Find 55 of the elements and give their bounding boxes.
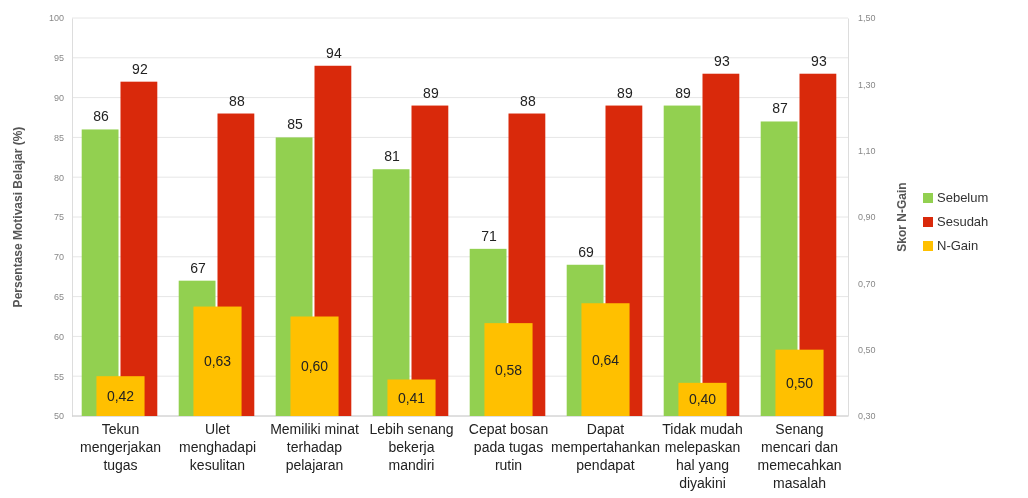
data-label: 0,40 [688,391,717,408]
y-tick-label: 100 [48,13,64,24]
data-label: 67 [190,259,207,276]
y-tick-label: 60 [53,331,64,342]
x-tick-label: Tidak mudah melepaskan hal yang diyakini [662,421,743,491]
data-label: 0,64 [591,351,620,368]
y2-tick-label: 1,30 [858,79,876,90]
data-label: 89 [675,84,692,101]
data-label: 0,50 [785,374,814,391]
y-tick-label: 90 [53,92,64,103]
x-tick-label: Ulet menghadapi kesulitan [178,421,257,473]
y2-axis-title: Skor N-Gain [895,182,909,252]
data-label: 0,63 [203,353,232,370]
data-label: 71 [481,227,498,244]
x-tick-label: Cepat bosan pada tugas rutin [468,421,549,473]
y-tick-label: 85 [53,132,64,143]
data-label: 93 [811,52,827,69]
y2-tick-label: 1,50 [858,13,876,24]
data-label: 69 [578,243,595,260]
data-label: 85 [287,116,304,133]
data-label: 0,42 [106,388,135,405]
y2-tick-label: 0,50 [858,345,876,356]
x-tick-label: Lebih senang bekerja mandiri [369,421,454,473]
y2-tick-label: 0,30 [858,411,876,422]
data-label: 88 [520,92,536,109]
data-label: 94 [326,44,342,61]
y-axis-title: Persentase Motivasi Belajar (%) [11,126,25,308]
y2-tick-label: 1,10 [858,146,876,157]
x-tick-label: Tekun mengerjakan tugas [80,421,161,473]
data-label: 93 [714,52,730,69]
data-label: 81 [384,148,401,165]
data-label: 89 [423,84,439,101]
y2-tick-label: 0,90 [858,212,876,223]
x-tick-label: Senang mencari dan memecahkan masalah [757,421,842,491]
y-tick-label: 55 [53,371,64,382]
data-label: 92 [132,60,148,77]
data-label: 0,41 [397,389,426,406]
x-tick-label: Memiliki minat terhadap pelajaran [270,421,359,473]
legend-label: N-Gain [937,238,979,253]
y-tick-label: 95 [53,53,64,64]
data-label: 88 [229,92,245,109]
legend-label: Sebelum [937,190,989,205]
data-label: 86 [93,108,110,125]
y-tick-label: 80 [53,172,64,183]
y-tick-label: 75 [53,212,64,223]
data-label: 87 [772,100,789,117]
y2-tick-label: 0,70 [858,278,876,289]
y-tick-label: 70 [53,252,64,263]
legend-label: Sesudah [937,214,989,229]
data-label: 89 [617,84,633,101]
x-tick-label: Dapat mempertahankan pendapat [551,421,660,473]
y-tick-label: 50 [53,411,64,422]
data-label: 0,58 [494,361,523,378]
data-label: 0,60 [300,358,329,375]
y-tick-label: 65 [53,291,64,302]
